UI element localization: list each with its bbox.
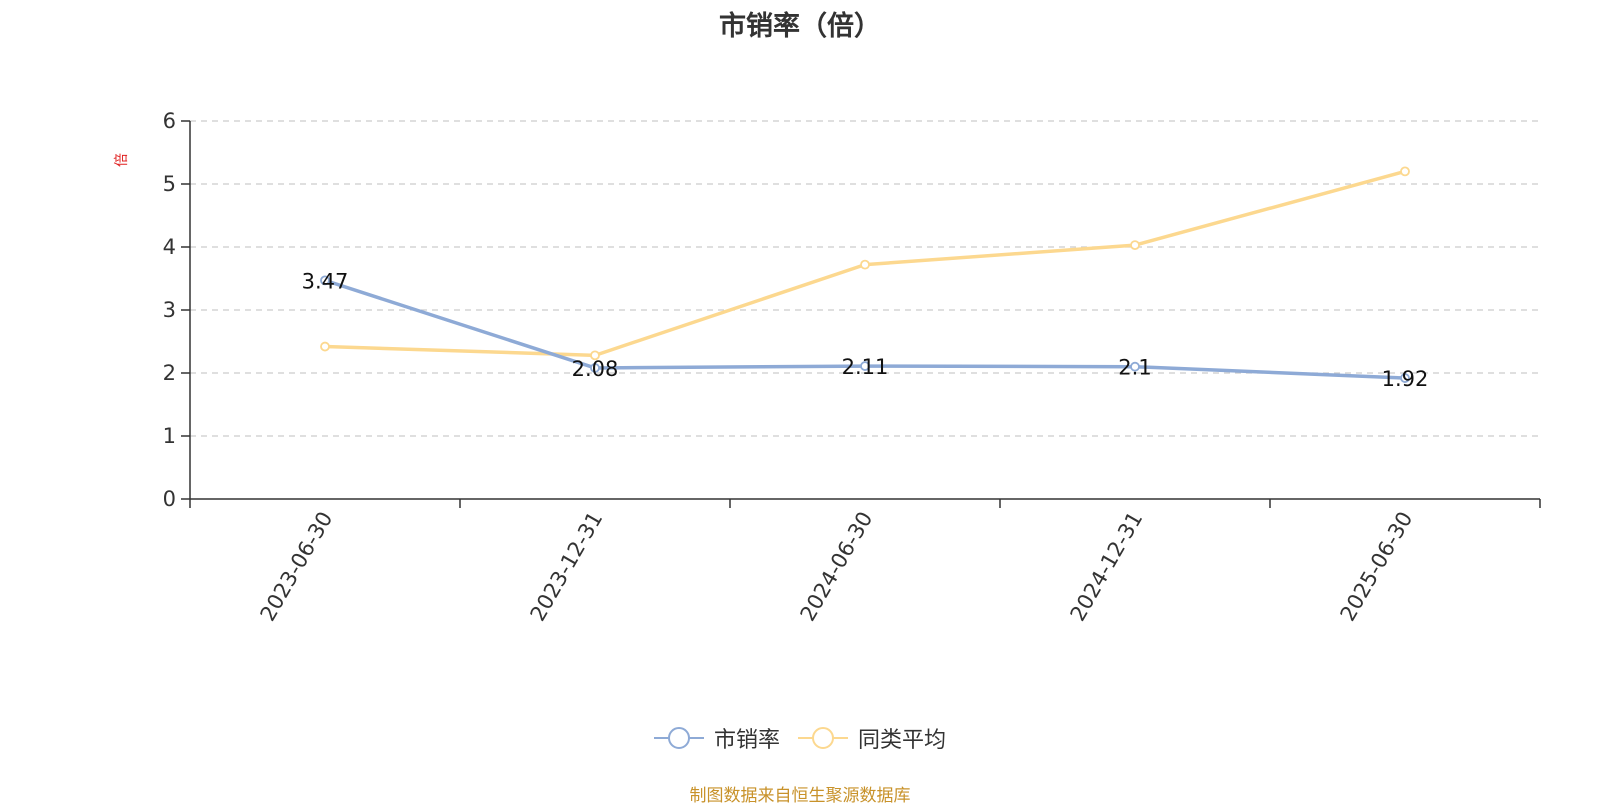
data-label: 1.92 <box>1382 367 1429 391</box>
legend-line-circle-icon <box>798 727 848 749</box>
data-point <box>320 341 330 352</box>
x-tick-label: 2024-06-30 <box>796 508 878 626</box>
y-tick-label: 1 <box>163 424 176 448</box>
legend-line-circle-icon <box>653 727 704 749</box>
x-tick-label: 2023-12-31 <box>526 508 608 626</box>
data-label: 3.47 <box>302 269 349 293</box>
y-tick-label: 6 <box>163 109 176 133</box>
y-tick-label: 5 <box>163 172 176 196</box>
data-point <box>860 361 870 371</box>
chart-title: 市销率（倍） <box>719 11 881 42</box>
data-point <box>1400 166 1410 177</box>
data-label: 2.11 <box>842 355 889 379</box>
y-tick-label: 0 <box>163 487 176 511</box>
legend-label-peer-average: 同类平均 <box>858 728 947 753</box>
y-tick-label: 3 <box>163 298 176 322</box>
data-point <box>1400 373 1410 383</box>
data-point <box>590 363 600 373</box>
legend: 市销率 同类平均 <box>0 722 1600 754</box>
series <box>320 166 1410 383</box>
data-label: 2.08 <box>572 357 619 381</box>
y-axis-label: 倍 <box>114 153 130 167</box>
data-point <box>320 275 330 286</box>
x-tick-label: 2025-06-30 <box>1336 508 1418 626</box>
data-point <box>860 259 870 270</box>
source-note: 制图数据来自恒生聚源数据库 <box>689 786 911 806</box>
data-point <box>590 350 600 361</box>
data-label: 2.1 <box>1118 356 1151 380</box>
x-tick-label: 2024-12-31 <box>1066 508 1148 626</box>
y-tick-label: 4 <box>163 235 176 259</box>
legend-label-market-sales-ratio: 市销率 <box>713 728 780 753</box>
grid-lines <box>190 120 1540 437</box>
data-point <box>1130 240 1140 251</box>
x-tick-label: 2023-06-30 <box>256 508 338 626</box>
legend-item-market-sales-ratio[interactable]: 市销率 <box>653 722 780 754</box>
data-labels: 3.47 2.08 2.11 2.1 1.92 <box>302 269 1429 391</box>
y-tick-label: 2 <box>163 361 176 385</box>
data-point <box>1130 361 1140 372</box>
legend-item-peer-average[interactable]: 同类平均 <box>798 722 946 754</box>
